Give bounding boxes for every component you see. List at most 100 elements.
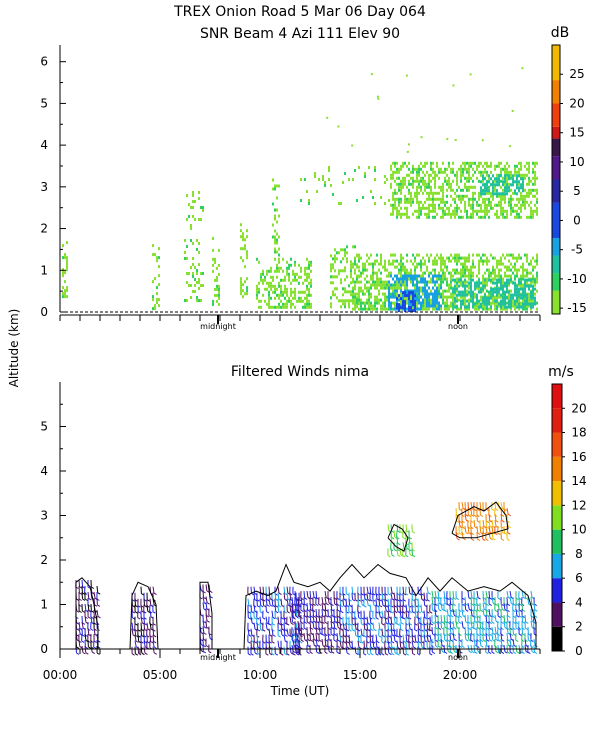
snr-cell bbox=[434, 256, 436, 260]
snr-cell-strong bbox=[434, 304, 436, 308]
snr-cell bbox=[378, 277, 380, 281]
wind-barb bbox=[387, 598, 390, 606]
snr-cell-strong bbox=[422, 298, 424, 302]
snr-cell bbox=[394, 259, 396, 263]
snr-cell-strong bbox=[502, 192, 504, 196]
wind-barb-flag bbox=[307, 639, 311, 642]
snr-cell bbox=[408, 188, 410, 192]
wind-barb-flag bbox=[418, 611, 422, 614]
wind-barb-flag bbox=[494, 603, 498, 607]
snr-cell-strong bbox=[418, 298, 420, 302]
snr-cell bbox=[406, 185, 408, 189]
wind-barb bbox=[280, 622, 283, 630]
snr-cell bbox=[374, 202, 376, 205]
snr-cell bbox=[368, 304, 370, 308]
snr-cell bbox=[438, 289, 440, 293]
wind-barb-flag bbox=[295, 627, 299, 631]
wind-barb-flag bbox=[331, 651, 335, 654]
wind-barb bbox=[512, 639, 515, 646]
snr-cell bbox=[436, 164, 438, 168]
wind-barb-flag bbox=[450, 639, 454, 642]
snr-cell bbox=[214, 293, 216, 297]
colorbar-tick-label: 25 bbox=[569, 67, 584, 81]
snr-cell bbox=[408, 271, 410, 275]
snr-cell bbox=[524, 188, 526, 192]
wind-barb bbox=[423, 592, 426, 600]
snr-cell-strong bbox=[422, 277, 424, 281]
wind-barb-flag bbox=[438, 609, 442, 612]
snr-cell bbox=[410, 259, 412, 263]
wind-barb bbox=[470, 508, 473, 516]
wind-barb bbox=[440, 645, 443, 652]
wind-barb-flag bbox=[76, 598, 80, 601]
snr-cell bbox=[424, 212, 426, 216]
snr-cell-strong bbox=[488, 302, 490, 306]
snr-cell bbox=[434, 191, 436, 195]
snr-cell bbox=[516, 271, 518, 275]
wind-barb-flag bbox=[441, 621, 445, 624]
snr-cell bbox=[268, 281, 270, 285]
snr-cell-strong bbox=[440, 295, 442, 299]
snr-cell bbox=[390, 185, 392, 189]
snr-cell-strong bbox=[406, 280, 408, 284]
wind-barb bbox=[458, 609, 460, 617]
snr-cell bbox=[500, 274, 502, 278]
snr-cell bbox=[406, 206, 408, 210]
snr-cell bbox=[420, 286, 422, 290]
snr-cell bbox=[526, 191, 528, 195]
snr-cell bbox=[490, 191, 492, 195]
snr-cell bbox=[354, 295, 356, 299]
snr-cell bbox=[280, 293, 282, 297]
snr-cell-strong bbox=[416, 289, 418, 293]
snr-cell bbox=[212, 269, 214, 273]
snr-cell-strong bbox=[496, 177, 498, 181]
snr-cell bbox=[246, 286, 248, 290]
snr-cell bbox=[528, 298, 530, 302]
wind-barb-flag bbox=[375, 617, 379, 620]
snr-cell bbox=[372, 265, 374, 269]
snr-cell-strong bbox=[390, 283, 392, 287]
snr-cell bbox=[340, 260, 342, 264]
wind-barb-flag bbox=[247, 641, 251, 644]
snr-cell bbox=[338, 251, 340, 255]
snr-cell bbox=[200, 299, 202, 302]
snr-cell-strong bbox=[414, 300, 416, 304]
snr-cell bbox=[490, 194, 492, 198]
snr-cell bbox=[420, 206, 422, 210]
snr-cell bbox=[246, 256, 248, 260]
snr-cell bbox=[304, 266, 306, 270]
colorbar-band bbox=[552, 255, 560, 274]
snr-annotation: noon bbox=[448, 322, 468, 331]
wind-barb bbox=[345, 616, 348, 624]
snr-cell bbox=[62, 268, 64, 272]
wind-barb-flag bbox=[292, 653, 296, 656]
wind-barb-flag bbox=[303, 627, 307, 631]
snr-cell bbox=[154, 304, 156, 308]
snr-cell bbox=[418, 215, 420, 219]
snr-cell bbox=[410, 203, 412, 207]
snr-cell bbox=[290, 290, 292, 294]
snr-cell bbox=[350, 299, 352, 303]
snr-cell bbox=[306, 284, 308, 288]
wind-barb bbox=[354, 646, 357, 654]
snr-cell-strong bbox=[416, 283, 418, 287]
wind-barb bbox=[339, 604, 342, 612]
wind-barb bbox=[530, 591, 533, 598]
wind-barb bbox=[437, 591, 440, 598]
snr-cell bbox=[490, 253, 492, 257]
wind-barb-flag bbox=[325, 602, 329, 606]
snr-cell bbox=[266, 302, 268, 306]
wind-barb-flag bbox=[479, 633, 483, 637]
snr-cell-strong bbox=[524, 284, 526, 288]
snr-cell bbox=[430, 191, 432, 195]
wind-barb-flag bbox=[250, 653, 254, 656]
snr-cell bbox=[398, 203, 400, 207]
wind-barb-flag bbox=[381, 653, 385, 656]
wind-barb-flag bbox=[519, 609, 523, 613]
snr-cell bbox=[240, 292, 242, 296]
wind-barb bbox=[369, 646, 372, 654]
snr-cell bbox=[64, 280, 66, 284]
colorbar-band bbox=[552, 273, 560, 291]
snr-cell-strong bbox=[490, 296, 492, 300]
wind-barb bbox=[533, 603, 536, 610]
